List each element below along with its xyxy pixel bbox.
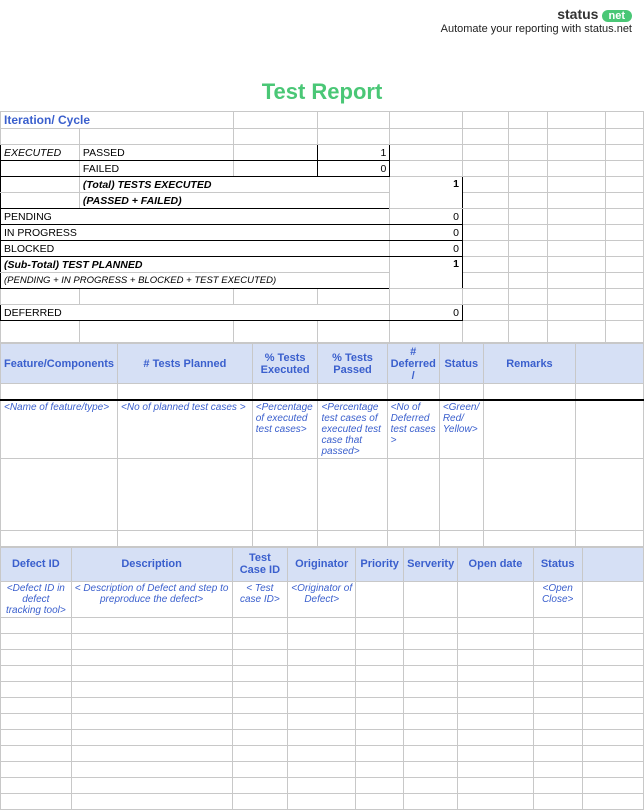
subtotal-sublabel: (PENDING + IN PROGRESS + BLOCKED + TEST … (1, 273, 390, 289)
passed-label: PASSED (79, 145, 233, 161)
def-hint-5 (404, 581, 458, 617)
logo-net-badge: net (602, 10, 633, 22)
table-row (1, 681, 644, 697)
logo-status: status (557, 6, 598, 22)
def-hint-6 (458, 581, 534, 617)
deferred-label: DEFERRED (1, 305, 390, 321)
blocked-label: BLOCKED (1, 241, 390, 257)
features-table: Feature/Components # Tests Planned % Tes… (0, 343, 644, 547)
pending-value: 0 (390, 209, 463, 225)
def-hint-0: <Defect ID in defect tracking tool> (1, 581, 72, 617)
defects-table: Defect ID Description Test Case ID Origi… (0, 547, 644, 810)
def-hdr-5: Serverity (404, 547, 458, 581)
def-hdr-6: Open date (458, 547, 534, 581)
brand-header: status net Automate your reporting with … (0, 0, 644, 37)
tagline: Automate your reporting with status.net (0, 23, 632, 35)
table-row (1, 793, 644, 809)
executed-label: EXECUTED (1, 145, 80, 161)
def-hint-1: < Description of Defect and step to prep… (71, 581, 232, 617)
total-exec-value: 1 (390, 177, 463, 209)
feat-hint-0: <Name of feature/type> (1, 400, 118, 459)
inprogress-label: IN PROGRESS (1, 225, 390, 241)
failed-label: FAILED (79, 161, 233, 177)
feat-hdr-4: # Deferred / (387, 344, 439, 384)
feat-hdr-0: Feature/Components (1, 344, 118, 384)
feat-hint-4: <No of Deferred test cases > (387, 400, 439, 459)
feat-hint-1: <No of planned test cases > (118, 400, 253, 459)
def-hdr-0: Defect ID (1, 547, 72, 581)
feat-hdr-6: Remarks (483, 344, 575, 384)
table-row (1, 729, 644, 745)
def-hint-7: <Open Close> (533, 581, 582, 617)
iteration-label: Iteration/ Cycle (1, 112, 234, 129)
feat-hint-3: <Percentage test cases of executed test … (318, 400, 387, 459)
subtotal-value: 1 (390, 257, 463, 289)
inprogress-value: 0 (390, 225, 463, 241)
feat-hdr-5: Status (439, 344, 483, 384)
pending-label: PENDING (1, 209, 390, 225)
summary-table: Iteration/ Cycle EXECUTED PASSED 1 FAILE… (0, 111, 644, 343)
table-row (1, 697, 644, 713)
def-hdr-1: Description (71, 547, 232, 581)
table-row (1, 617, 644, 633)
table-row (1, 745, 644, 761)
def-hdr-2: Test Case ID (232, 547, 288, 581)
def-hint-2: < Test case ID> (232, 581, 288, 617)
feat-hdr-1: # Tests Planned (118, 344, 253, 384)
table-row (1, 633, 644, 649)
total-exec-label: (Total) TESTS EXECUTED (79, 177, 389, 193)
table-row (1, 761, 644, 777)
feat-hdr-3: % Tests Passed (318, 344, 387, 384)
subtotal-label: (Sub-Total) TEST PLANNED (1, 257, 390, 273)
feat-hint-5: <Green/ Red/ Yellow> (439, 400, 483, 459)
def-hint-3: <Originator of Defect> (288, 581, 356, 617)
def-hdr-4: Priority (356, 547, 404, 581)
failed-value: 0 (317, 161, 390, 177)
table-row (1, 665, 644, 681)
blocked-value: 0 (390, 241, 463, 257)
feat-hdr-2: % Tests Executed (252, 344, 318, 384)
feat-hint-2: <Percentage of executed test cases> (252, 400, 318, 459)
def-hdr-3: Originator (288, 547, 356, 581)
total-exec-sublabel: (PASSED + FAILED) (79, 193, 389, 209)
passed-value: 1 (317, 145, 390, 161)
deferred-value: 0 (390, 305, 463, 321)
def-hint-4 (356, 581, 404, 617)
table-row (1, 649, 644, 665)
page-title: Test Report (0, 79, 644, 105)
feat-hint-6 (483, 400, 575, 459)
table-row (1, 777, 644, 793)
table-row (1, 713, 644, 729)
def-hdr-7: Status (533, 547, 582, 581)
